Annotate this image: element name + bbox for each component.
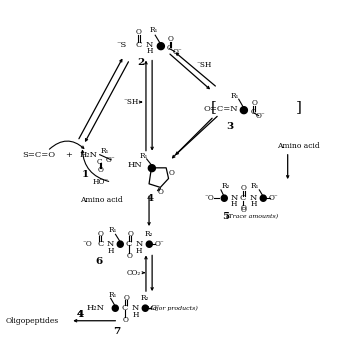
Text: ⁻O: ⁻O xyxy=(204,194,214,202)
Text: O: O xyxy=(158,188,163,196)
Text: O: O xyxy=(127,230,133,238)
Text: ●: ● xyxy=(219,193,228,202)
Text: HO⁻: HO⁻ xyxy=(93,178,109,186)
Text: O: O xyxy=(241,184,247,192)
Text: R₁: R₁ xyxy=(101,147,109,155)
Text: O⁻: O⁻ xyxy=(256,112,266,120)
Text: 6: 6 xyxy=(96,257,103,266)
Text: 3: 3 xyxy=(226,122,233,131)
Text: C: C xyxy=(240,194,246,202)
Text: O: O xyxy=(240,203,246,212)
Text: H: H xyxy=(132,311,139,319)
Text: O⁻: O⁻ xyxy=(151,304,161,312)
Text: ●: ● xyxy=(116,240,124,249)
Text: N: N xyxy=(146,41,153,49)
Text: N: N xyxy=(230,194,238,202)
Text: ●: ● xyxy=(144,240,153,249)
Text: ●: ● xyxy=(258,193,267,202)
Text: C: C xyxy=(251,108,256,116)
Text: C: C xyxy=(122,304,128,312)
Text: O: O xyxy=(98,166,103,174)
Text: O: O xyxy=(123,293,129,302)
Text: O: O xyxy=(126,252,132,260)
Text: ●: ● xyxy=(140,304,149,313)
Text: O⁻: O⁻ xyxy=(154,240,164,248)
Text: C: C xyxy=(135,41,142,49)
Text: 4: 4 xyxy=(147,193,154,202)
Text: CO₂: CO₂ xyxy=(126,269,141,277)
Text: H: H xyxy=(147,47,153,55)
Text: N: N xyxy=(250,194,257,202)
Text: HN: HN xyxy=(128,161,143,169)
Text: O: O xyxy=(98,230,103,238)
Text: (Trace amounts): (Trace amounts) xyxy=(226,214,278,220)
Text: R₁: R₁ xyxy=(150,26,158,34)
Text: C: C xyxy=(97,159,103,166)
Text: R₁: R₁ xyxy=(140,152,148,160)
Text: 5: 5 xyxy=(223,212,230,221)
Text: ]: ] xyxy=(296,100,302,114)
Text: (Major products): (Major products) xyxy=(144,306,198,311)
Text: O⁻: O⁻ xyxy=(172,48,182,56)
Text: R₁: R₁ xyxy=(230,92,239,100)
Text: O⁻: O⁻ xyxy=(269,194,279,202)
Text: O: O xyxy=(240,206,246,214)
Text: ⁻SH: ⁻SH xyxy=(196,61,211,69)
Text: R₁: R₁ xyxy=(109,291,117,299)
Text: R₁: R₁ xyxy=(109,226,117,234)
Text: ●: ● xyxy=(155,40,165,50)
Text: +: + xyxy=(65,151,72,159)
Text: O: O xyxy=(251,99,257,107)
Text: Amino acid: Amino acid xyxy=(278,142,320,151)
Text: ●: ● xyxy=(111,304,119,313)
Text: R₂: R₂ xyxy=(144,230,153,238)
Text: H₂N: H₂N xyxy=(87,304,105,312)
Text: ●: ● xyxy=(238,104,248,114)
Text: ⁻SH: ⁻SH xyxy=(123,98,139,106)
Text: Amino acid: Amino acid xyxy=(79,196,122,204)
Text: [: [ xyxy=(211,100,217,114)
Text: O: O xyxy=(122,316,128,324)
Text: H₂N: H₂N xyxy=(79,151,97,159)
Text: O: O xyxy=(168,169,174,177)
Text: C: C xyxy=(126,240,132,248)
Text: N: N xyxy=(135,240,142,248)
Text: ⁻O: ⁻O xyxy=(83,240,92,248)
Text: N: N xyxy=(132,304,139,312)
Text: H: H xyxy=(107,247,114,255)
Text: ●: ● xyxy=(147,163,156,173)
Text: O: O xyxy=(136,27,142,36)
Text: H: H xyxy=(231,200,237,208)
Text: ⁻S: ⁻S xyxy=(117,41,127,49)
Text: O=C=N: O=C=N xyxy=(204,105,238,113)
Text: N: N xyxy=(107,240,114,248)
Text: 1: 1 xyxy=(82,170,89,180)
Text: O: O xyxy=(167,35,173,43)
Text: 4: 4 xyxy=(77,310,84,319)
Text: H: H xyxy=(250,200,257,208)
Text: 4: 4 xyxy=(77,310,84,319)
Text: O⁻: O⁻ xyxy=(106,156,116,164)
Text: R₁: R₁ xyxy=(251,182,259,190)
Text: 2: 2 xyxy=(137,59,144,67)
Text: R₂: R₂ xyxy=(222,182,230,190)
Text: C: C xyxy=(97,240,104,248)
Text: C: C xyxy=(167,44,172,52)
Text: S=C=O: S=C=O xyxy=(22,151,55,159)
Text: H: H xyxy=(135,247,142,255)
Text: Oligopeptides: Oligopeptides xyxy=(6,317,59,325)
Text: R₂: R₂ xyxy=(140,294,149,302)
Text: 7: 7 xyxy=(113,327,120,336)
